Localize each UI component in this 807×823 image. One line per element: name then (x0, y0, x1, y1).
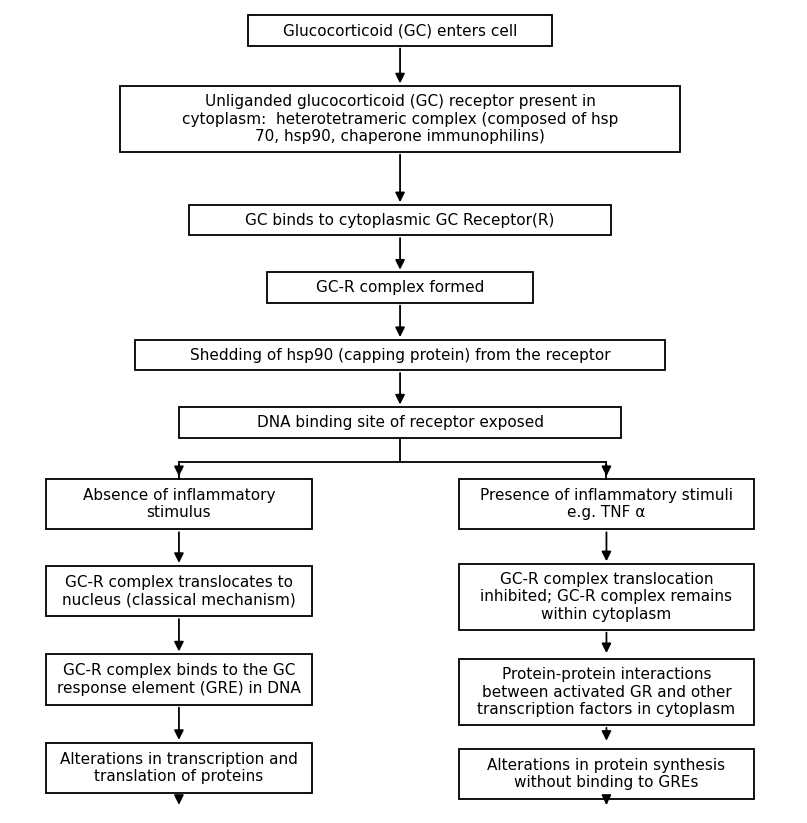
Text: Protein-protein interactions
between activated GR and other
transcription factor: Protein-protein interactions between act… (478, 667, 735, 717)
FancyBboxPatch shape (46, 565, 312, 616)
FancyBboxPatch shape (459, 659, 754, 725)
Text: DNA binding site of receptor exposed: DNA binding site of receptor exposed (257, 415, 544, 430)
FancyBboxPatch shape (179, 407, 621, 438)
Text: Alterations in transcription and
translation of proteins: Alterations in transcription and transla… (60, 752, 298, 784)
FancyBboxPatch shape (46, 742, 312, 793)
Text: Glucocorticoid (GC) enters cell: Glucocorticoid (GC) enters cell (283, 23, 517, 38)
FancyBboxPatch shape (46, 479, 312, 529)
FancyBboxPatch shape (120, 86, 680, 152)
FancyBboxPatch shape (459, 564, 754, 630)
Text: GC-R complex binds to the GC
response element (GRE) in DNA: GC-R complex binds to the GC response el… (57, 663, 301, 695)
FancyBboxPatch shape (46, 654, 312, 704)
FancyBboxPatch shape (248, 16, 553, 46)
FancyBboxPatch shape (459, 749, 754, 799)
Text: GC-R complex translocates to
nucleus (classical mechanism): GC-R complex translocates to nucleus (cl… (62, 574, 296, 607)
FancyBboxPatch shape (267, 272, 533, 303)
FancyBboxPatch shape (189, 205, 612, 235)
Text: Shedding of hsp90 (capping protein) from the receptor: Shedding of hsp90 (capping protein) from… (190, 347, 610, 362)
Text: GC-R complex formed: GC-R complex formed (316, 280, 484, 295)
Text: Alterations in protein synthesis
without binding to GREs: Alterations in protein synthesis without… (487, 758, 725, 790)
Text: Unliganded glucocorticoid (GC) receptor present in
cytoplasm:  heterotetrameric : Unliganded glucocorticoid (GC) receptor … (182, 94, 618, 144)
Text: Absence of inflammatory
stimulus: Absence of inflammatory stimulus (82, 488, 275, 520)
FancyBboxPatch shape (459, 479, 754, 529)
Text: GC-R complex translocation
inhibited; GC-R complex remains
within cytoplasm: GC-R complex translocation inhibited; GC… (480, 572, 733, 622)
FancyBboxPatch shape (135, 340, 666, 370)
Text: GC binds to cytoplasmic GC Receptor(R): GC binds to cytoplasmic GC Receptor(R) (245, 212, 554, 228)
Text: Presence of inflammatory stimuli
e.g. TNF α: Presence of inflammatory stimuli e.g. TN… (480, 488, 733, 520)
